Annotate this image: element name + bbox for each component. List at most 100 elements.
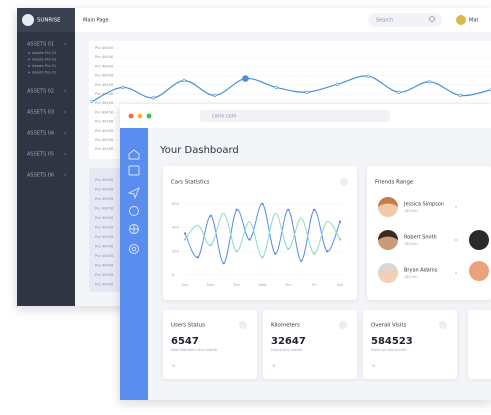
- min-dot[interactable]: [137, 113, 143, 119]
- list-label: Pro 40456: [95, 216, 114, 220]
- row-label: Pro 40456: [95, 74, 114, 78]
- friends-card: [367, 166, 491, 300]
- url[interactable]: cario.com: [212, 114, 237, 120]
- x-tick-label: Thu: [284, 283, 292, 287]
- list-label: Pro 40456: [95, 188, 114, 192]
- menu-label[interactable]: ASSETS 05: [27, 152, 54, 158]
- blue-sidebar: [120, 128, 148, 400]
- friend-name: Jessica Simpson: [403, 202, 444, 208]
- menu-label[interactable]: ASSETS 04: [27, 131, 54, 137]
- stat-card: [263, 310, 357, 379]
- friends-title: Friends Range: [375, 180, 414, 186]
- menu-label[interactable]: ASSETS 06: [27, 173, 54, 179]
- menu-item[interactable]: Assets Pro 01: [32, 58, 56, 62]
- menu-item[interactable]: Assets Pro 01: [32, 64, 56, 68]
- row-label: Pro 40456: [95, 110, 114, 114]
- row-label: Pro 40456: [95, 83, 114, 87]
- url-bar[interactable]: [200, 110, 390, 122]
- row-label: Pro 40456: [95, 46, 114, 50]
- row-label: Pro 40456: [95, 138, 114, 142]
- row-label: Pro 40456: [95, 101, 114, 105]
- stat-link[interactable]: →: [371, 364, 375, 370]
- menu-arrow: ›: [64, 42, 66, 48]
- series-point: [338, 220, 342, 223]
- user[interactable]: Mat: [469, 18, 478, 24]
- series-point: [209, 244, 213, 247]
- x-tick-label: Sun: [182, 283, 189, 287]
- sidebar: [17, 8, 75, 306]
- y-tick-label: 0: [172, 273, 175, 277]
- stat-title: Users Status: [171, 323, 205, 329]
- series-point: [338, 238, 342, 241]
- menu-dot: [28, 65, 30, 67]
- menu-arrow: ›: [64, 131, 66, 137]
- close-dot[interactable]: [128, 113, 134, 119]
- heading: Your Dashboard: [159, 145, 239, 156]
- menu-label[interactable]: ASSETS 01: [27, 42, 54, 48]
- y-tick-label: 600: [172, 202, 180, 206]
- row-label: Pro 40456: [95, 55, 114, 59]
- stat-title: Overall Visits: [371, 323, 406, 329]
- series-point: [287, 208, 290, 212]
- stat-card-peek: [468, 310, 491, 379]
- list-label: Pro 40456: [95, 283, 114, 287]
- menu-dot: [28, 58, 30, 61]
- series-point: [261, 256, 264, 259]
- brand: SUNRISE: [37, 18, 61, 24]
- stat-menu[interactable]: [239, 321, 247, 329]
- user-avatar[interactable]: [456, 15, 466, 25]
- stat-caption: Drove this month: [271, 348, 302, 352]
- chart-card: [163, 166, 357, 300]
- friend-more[interactable]: [455, 272, 457, 274]
- series-point: [183, 238, 187, 241]
- row-label: Pro 40456: [95, 147, 114, 151]
- friend-more[interactable]: [455, 206, 457, 208]
- back-point: [428, 80, 432, 84]
- list-label: Pro 40456: [95, 254, 114, 258]
- back-list: [89, 168, 121, 292]
- menu-label[interactable]: ASSETS 03: [27, 110, 54, 116]
- stat-link[interactable]: →: [271, 364, 275, 370]
- series-point: [222, 261, 225, 265]
- stat-link[interactable]: →: [171, 364, 175, 370]
- stat-menu[interactable]: [339, 321, 347, 329]
- x-tick-label: Wed: [259, 283, 267, 287]
- sidebar-icons[interactable]: [127, 149, 140, 254]
- search-icon: [429, 16, 435, 22]
- back-point: [151, 96, 155, 100]
- card-menu[interactable]: [340, 178, 348, 186]
- x-tick-label: Fri: [312, 283, 316, 287]
- menu-dot: [28, 71, 30, 74]
- back-point: [335, 82, 340, 86]
- stat-menu[interactable]: [439, 321, 447, 329]
- menu-arrow: ›: [64, 89, 66, 95]
- x-tick-label: Tue: [233, 283, 241, 287]
- search-box[interactable]: [368, 13, 442, 27]
- stat-card: [163, 310, 257, 379]
- page-title: Main Page: [83, 18, 109, 24]
- list-label: Pro 40456: [95, 235, 114, 239]
- friend-more[interactable]: [455, 239, 457, 241]
- list-label: Pro 40456: [95, 273, 114, 277]
- menu-label[interactable]: ASSETS 02: [27, 89, 54, 95]
- series-point: [235, 208, 238, 212]
- back-point: [305, 90, 309, 94]
- chart-title: Cars Statistics: [171, 180, 210, 186]
- friend-distance: 160 km: [404, 275, 418, 279]
- back-line: [91, 75, 491, 102]
- list-label: Pro 40456: [95, 207, 114, 211]
- friend-distance: 160 km: [404, 242, 418, 246]
- search[interactable]: Search: [376, 18, 393, 24]
- back-point: [182, 78, 186, 83]
- front-window: cario.com Your Dashboard Cars Statistics…: [120, 104, 491, 400]
- x-tick-label: Mon: [207, 283, 215, 287]
- series-point: [274, 252, 277, 255]
- max-dot[interactable]: [146, 113, 152, 119]
- menu-item[interactable]: Assets Pro 01: [32, 51, 56, 55]
- menu-item[interactable]: Assets Pro 01: [32, 71, 56, 75]
- series-point: [312, 252, 316, 255]
- back-point: [274, 85, 278, 89]
- back-point: [366, 74, 370, 78]
- friend-name: Robert Smith: [404, 235, 437, 241]
